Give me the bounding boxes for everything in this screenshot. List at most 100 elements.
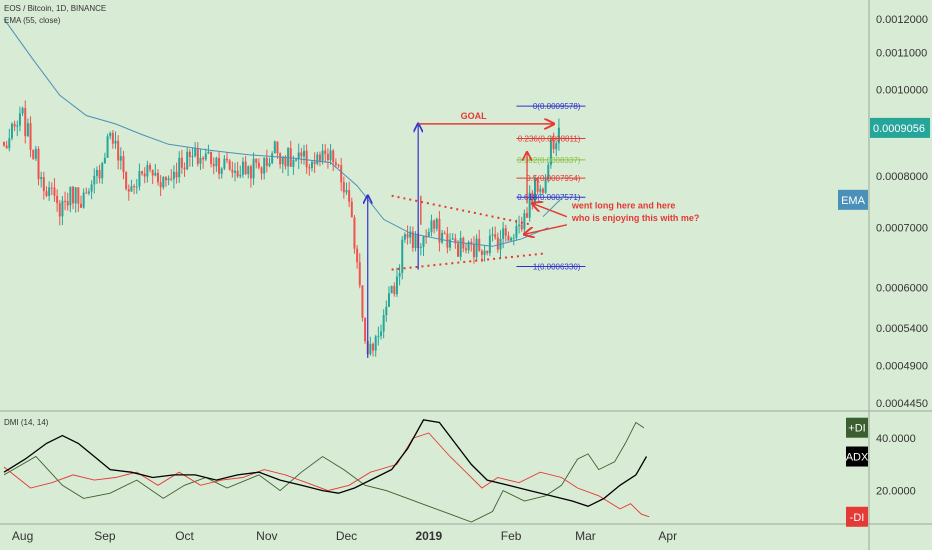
candle-body: [361, 285, 364, 318]
candle-body: [279, 153, 282, 165]
candle-body: [411, 231, 414, 249]
x-tick-label: Apr: [658, 529, 677, 543]
candle-body: [534, 177, 536, 205]
fib-level-label: 0.236(0.0008811): [518, 134, 581, 143]
dmi-y-tick-label: 20.0000: [876, 486, 916, 498]
candle-body: [191, 156, 194, 158]
candle-body: [42, 177, 45, 192]
candle-body: [87, 191, 90, 194]
candle-body: [77, 187, 80, 204]
candle-body: [403, 234, 406, 240]
candle-body: [249, 166, 252, 179]
candle-body: [284, 156, 287, 167]
y-tick-label: 0.0006000: [876, 282, 928, 294]
candle-body: [297, 152, 300, 160]
candle-body: [114, 140, 117, 144]
candle-body: [353, 217, 356, 249]
candle-body: [212, 163, 215, 167]
candle-body: [233, 170, 236, 173]
candle-body: [170, 178, 173, 180]
candle-body: [58, 203, 61, 217]
candle-body: [85, 192, 88, 194]
candle-body: [342, 182, 345, 193]
dmi-tag: [846, 446, 868, 467]
candle-body: [207, 151, 210, 154]
y-tick-label: 0.0010000: [876, 84, 928, 96]
candle-body: [45, 191, 48, 196]
candle-body: [292, 159, 295, 167]
x-tick-label: Sep: [94, 529, 116, 543]
candle-body: [228, 160, 231, 170]
candle-body: [247, 166, 250, 175]
candle-body: [257, 162, 260, 168]
candle-body: [443, 232, 446, 234]
x-tick-label: Oct: [175, 529, 194, 543]
candle-body: [98, 169, 101, 179]
fib-level-label: 0(0.0009578): [533, 102, 581, 111]
fib-level-label: 0.382(0.0008337): [517, 156, 581, 165]
candle-body: [50, 187, 53, 189]
candle-body: [117, 140, 120, 161]
candle-body: [547, 164, 550, 179]
candle-body: [220, 168, 223, 174]
ema-tag-label: EMA: [841, 195, 866, 207]
x-tick-label: Mar: [575, 529, 596, 543]
candle-body: [409, 231, 412, 238]
candle-body: [541, 188, 544, 193]
candle-body: [56, 195, 59, 204]
candle-body: [135, 186, 138, 188]
candle-body: [459, 237, 462, 257]
candle-body: [308, 167, 311, 169]
candle-body: [263, 157, 266, 174]
candle-body: [433, 220, 436, 229]
candle-body: [491, 234, 494, 236]
candle-body: [438, 218, 441, 243]
candle-body: [310, 161, 313, 169]
candle-body: [518, 224, 521, 226]
candle-body: [239, 174, 242, 177]
candle-body: [435, 218, 438, 229]
y-tick-label: 0.0012000: [876, 14, 928, 26]
y-tick-label: 0.0005400: [876, 323, 928, 335]
candle-body: [156, 172, 159, 183]
candle-body: [504, 228, 507, 236]
candle-body: [520, 224, 523, 230]
candle-body: [146, 165, 149, 177]
candle-body: [512, 237, 515, 239]
candle-body: [119, 156, 122, 161]
candle-body: [8, 138, 11, 149]
candle-body: [303, 150, 306, 157]
candle-body: [149, 165, 152, 170]
candle-body: [510, 238, 513, 241]
candle-body: [380, 331, 383, 336]
candle-body: [313, 161, 316, 164]
last-price-tag: [870, 117, 930, 138]
candle-body: [467, 242, 470, 251]
candle-body: [72, 186, 75, 204]
fib-level-label: 0.5(0.0007954): [526, 174, 581, 183]
candle-body: [486, 250, 489, 254]
candle-body: [180, 157, 183, 168]
annotation-enjoying: who is enjoying this with me?: [571, 213, 700, 223]
candle-body: [218, 157, 221, 174]
candle-body: [202, 157, 205, 160]
candle-body: [101, 163, 104, 179]
candle-body: [93, 175, 96, 185]
ema-tag: [838, 189, 868, 210]
candle-body: [48, 187, 51, 196]
dmi-tag-label: +DI: [848, 423, 865, 435]
candle-body: [122, 156, 125, 173]
candle-body: [316, 154, 319, 164]
dmi-tag-label: ADX: [846, 452, 869, 464]
ema-extension: [542, 195, 565, 218]
candle-body: [196, 148, 199, 164]
candle-body: [555, 143, 558, 150]
candle-body: [531, 192, 534, 205]
candle-body: [138, 171, 141, 187]
candle-body: [372, 343, 375, 351]
candle-body: [422, 236, 425, 247]
candle-body: [496, 237, 499, 250]
ema-line: [3, 18, 549, 247]
candle-body: [125, 172, 128, 190]
